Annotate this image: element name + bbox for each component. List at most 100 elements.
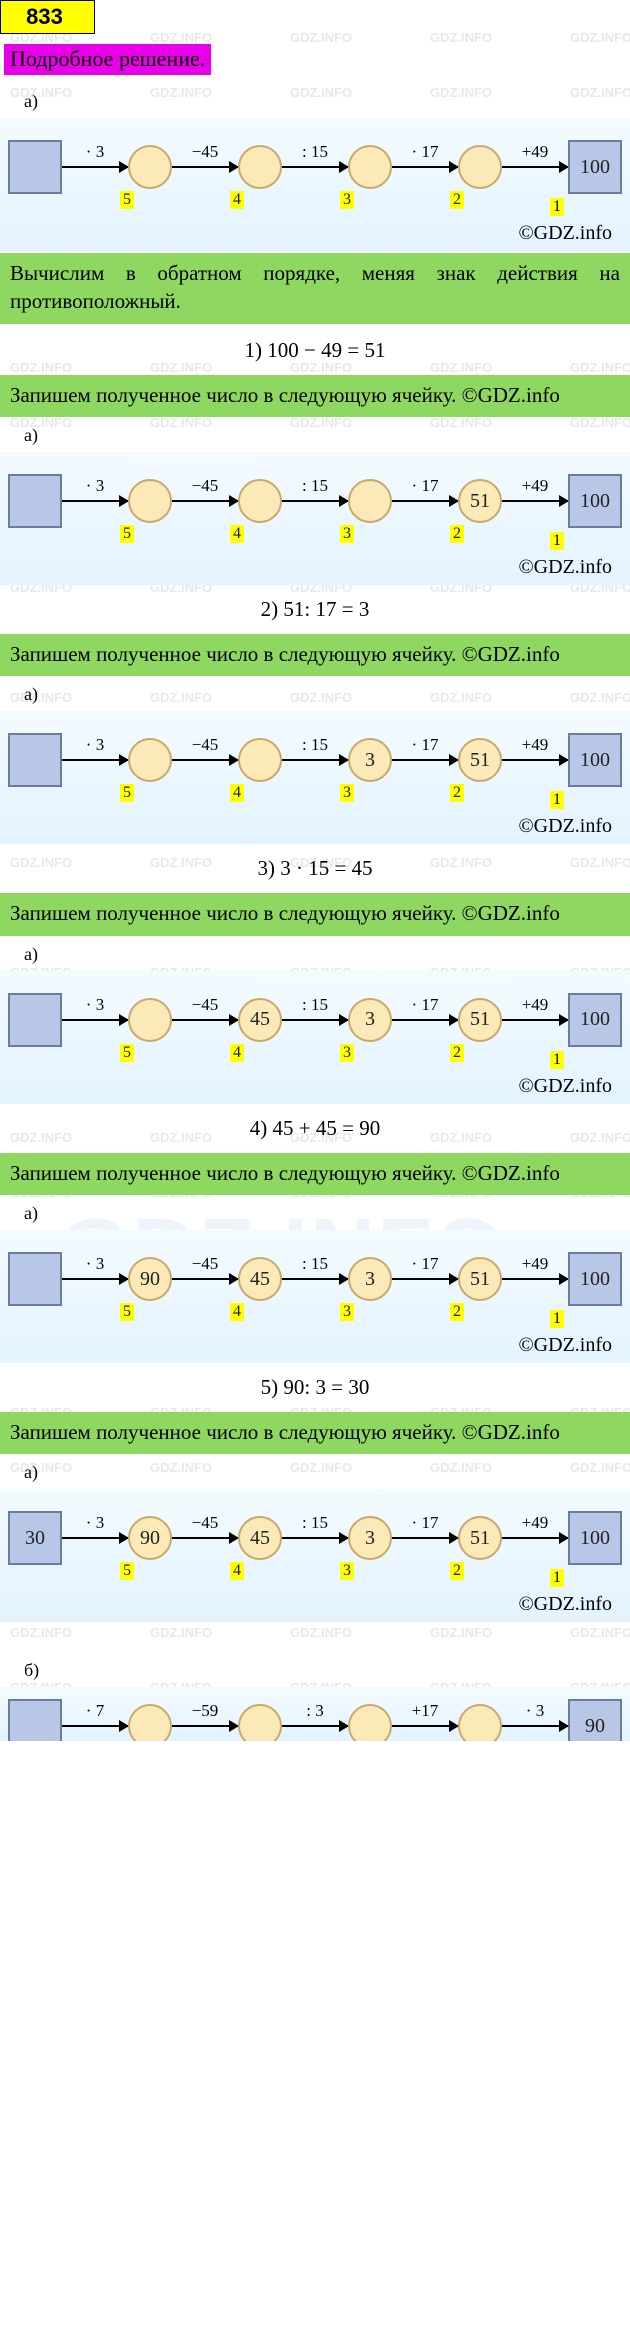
step-label: 3: [340, 525, 354, 543]
end-square: 100: [568, 474, 622, 528]
chain-6: 30· 3905−45454: 1533· 17512+491100: [8, 1503, 622, 1573]
letter-a: а): [24, 944, 630, 965]
chain-circle: 33: [348, 998, 392, 1042]
step-label: 4: [230, 1044, 244, 1062]
arrow: +49: [502, 500, 568, 502]
op-label: −45: [192, 735, 219, 755]
step-label: 5: [120, 191, 134, 209]
arrow: : 15: [282, 500, 348, 502]
letter-a: а): [24, 91, 630, 112]
step-label: 4: [230, 525, 244, 543]
chain-circle: 3: [348, 479, 392, 523]
op-label: · 17: [412, 735, 439, 755]
step-label: 2: [450, 1562, 464, 1580]
arrow: +49: [502, 166, 568, 168]
end-square: 100: [568, 733, 622, 787]
title: Подробное решение.: [4, 44, 211, 75]
chain-circle: 905: [128, 1516, 172, 1560]
op-label: · 17: [412, 142, 439, 162]
step-label: 1: [550, 198, 564, 216]
op-label: : 3: [306, 1701, 323, 1721]
end-square: 90: [568, 1699, 622, 1741]
chain-circle: 33: [348, 1257, 392, 1301]
arrow: −45: [172, 1278, 238, 1280]
chain-circle: 512: [458, 1516, 502, 1560]
chain-circle: 905: [128, 1257, 172, 1301]
op-label: : 15: [302, 1513, 328, 1533]
step-label: 3: [340, 1562, 354, 1580]
end-square: 100: [568, 993, 622, 1047]
chain-circle: 512: [458, 738, 502, 782]
step-label: 1: [550, 532, 564, 550]
start-square: [8, 733, 62, 787]
arrow: · 3: [62, 1537, 128, 1539]
arrow: : 15: [282, 1278, 348, 1280]
arrow: · 3: [62, 166, 128, 168]
calc-5: 5) 90: 3 = 30: [0, 1363, 630, 1410]
arrow: · 7: [62, 1725, 128, 1727]
chain-circle: [238, 1704, 282, 1741]
letter-a: а): [24, 684, 630, 705]
chain-circle: 512: [458, 479, 502, 523]
arrow: · 3: [62, 500, 128, 502]
step-label: 5: [120, 525, 134, 543]
step-label: 4: [230, 1303, 244, 1321]
copyright: ©GDZ.info: [0, 538, 630, 583]
step-label: 4: [230, 1562, 244, 1580]
arrow: · 3: [62, 759, 128, 761]
green-repeat-5: Запишем полученное число в следующую яче…: [0, 1412, 630, 1454]
arrow: : 15: [282, 166, 348, 168]
chain-circle: 454: [238, 1257, 282, 1301]
step-label: 3: [340, 191, 354, 209]
copyright: ©GDZ.info: [0, 1316, 630, 1361]
chain-circle: 3: [348, 145, 392, 189]
op-label: · 17: [412, 1254, 439, 1274]
arrow: +49: [502, 1019, 568, 1021]
chain-2: · 35−454: 153· 17512+491100: [8, 466, 622, 536]
green-intro: Вычислим в обратном порядке, меняя знак …: [0, 253, 630, 324]
arrow: · 17: [392, 166, 458, 168]
arrow: +17: [392, 1725, 458, 1727]
start-square: [8, 474, 62, 528]
op-label: −59: [192, 1701, 219, 1721]
green-repeat-1: Запишем полученное число в следующую яче…: [0, 375, 630, 417]
step-label: 3: [340, 1044, 354, 1062]
step-label: 3: [340, 784, 354, 802]
arrow: · 3: [502, 1725, 568, 1727]
op-label: +49: [522, 995, 549, 1015]
step-label: 5: [120, 1303, 134, 1321]
chain-circle: 2: [458, 145, 502, 189]
letter-a: а): [24, 1203, 630, 1224]
chain-circle: 4: [238, 145, 282, 189]
start-square: [8, 1252, 62, 1306]
start-square: 30: [8, 1511, 62, 1565]
chain-circle: 5: [128, 998, 172, 1042]
end-square: 100: [568, 1252, 622, 1306]
op-label: +17: [412, 1701, 439, 1721]
chain-circle: 512: [458, 998, 502, 1042]
op-label: : 15: [302, 142, 328, 162]
op-label: −45: [192, 995, 219, 1015]
start-square: [8, 1699, 62, 1741]
chain-3: · 35−454: 1533· 17512+491100: [8, 725, 622, 795]
arrow: · 3: [62, 1019, 128, 1021]
op-label: · 3: [86, 476, 104, 496]
copyright: ©GDZ.info: [0, 1575, 630, 1620]
arrow: · 17: [392, 759, 458, 761]
end-square: 100: [568, 140, 622, 194]
letter-b: б): [24, 1660, 630, 1681]
chain-circle: 33: [348, 738, 392, 782]
op-label: +49: [522, 1254, 549, 1274]
arrow: +49: [502, 759, 568, 761]
chain-circle: 454: [238, 998, 282, 1042]
problem-number: 833: [0, 0, 95, 34]
op-label: · 3: [86, 1254, 104, 1274]
chain-circle: 4: [238, 738, 282, 782]
arrow: · 17: [392, 1278, 458, 1280]
step-label: 4: [230, 784, 244, 802]
op-label: +49: [522, 476, 549, 496]
arrow: · 17: [392, 1019, 458, 1021]
arrow: −59: [172, 1725, 238, 1727]
op-label: · 3: [86, 995, 104, 1015]
step-label: 5: [120, 1562, 134, 1580]
